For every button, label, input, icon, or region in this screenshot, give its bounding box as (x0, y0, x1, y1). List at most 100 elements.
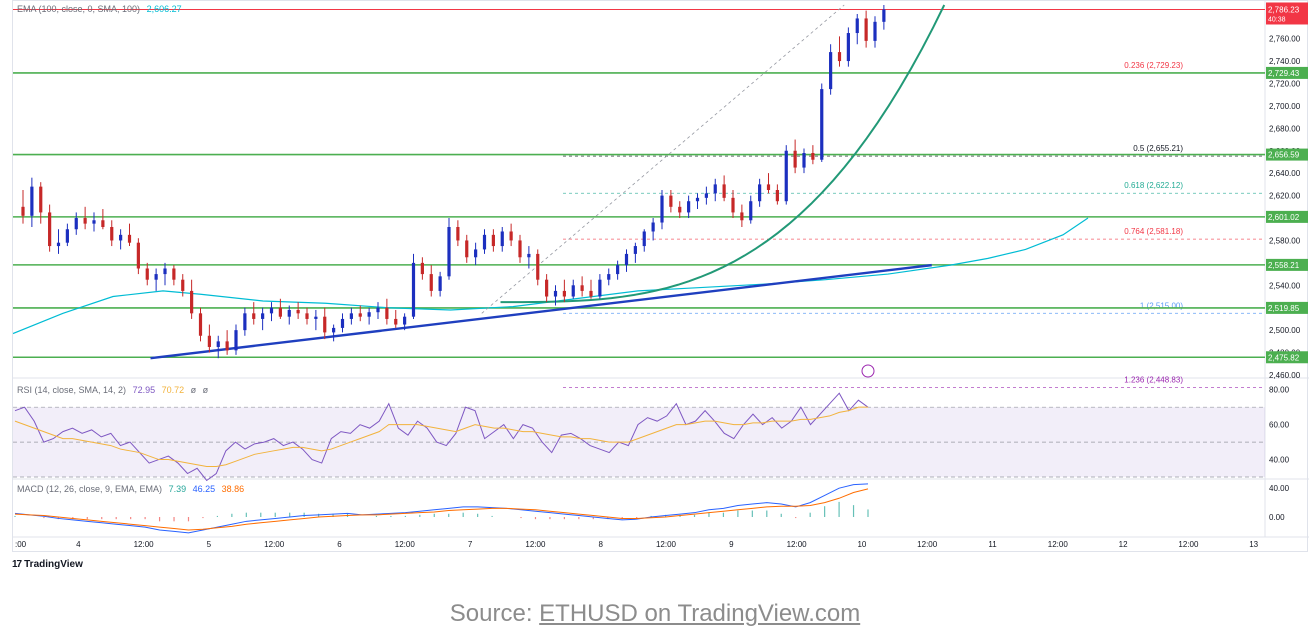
candle-body (48, 212, 52, 247)
time-axis-label: 7 (468, 540, 473, 549)
candle-body (110, 227, 114, 241)
price-tick-label: 2,500.00 (1269, 326, 1301, 335)
candle-body (580, 285, 584, 291)
candle-body (376, 307, 380, 313)
rsi-legend: RSI (14, close, SMA, 14, 2) 72.95 70.72 … (17, 385, 212, 395)
candle-body (385, 307, 389, 319)
support-level-value: 2,558.21 (1268, 261, 1300, 270)
time-axis-label: 8 (598, 540, 603, 549)
candle-body (536, 253, 540, 280)
candle-body (758, 184, 762, 202)
candle-body (30, 186, 34, 216)
rsi-line (14, 392, 869, 482)
candle-body (154, 274, 158, 280)
candle-body (749, 201, 753, 221)
support-level-badge (1266, 66, 1308, 79)
candle-body (287, 309, 291, 317)
macd-tick-label: 40.00 (1269, 484, 1290, 493)
time-axis-label: 11 (988, 540, 997, 549)
candle-body (65, 229, 69, 243)
chart-frame[interactable]: 2,760.00 2,740.00 2,720.00 2,700.00 2,680.00… (12, 0, 1309, 553)
candle-body (518, 240, 522, 258)
chart-svg[interactable]: 2,760.00 2,740.00 2,720.00 2,700.00 2,680.00… (13, 1, 1309, 553)
candle-body (172, 268, 176, 280)
candle-body (349, 313, 353, 319)
macd-signal-line (14, 488, 869, 531)
ema-line (13, 217, 1089, 335)
candle-body (411, 262, 416, 317)
candle-body (589, 290, 593, 297)
candle-body (394, 318, 398, 325)
candle-body (243, 313, 247, 331)
candle-body (234, 330, 238, 351)
support-level-value: 2,475.82 (1268, 353, 1300, 362)
time-axis-label: 12:00 (395, 540, 416, 549)
candle-body (855, 18, 859, 34)
candle-body (766, 184, 771, 190)
candle-body (420, 262, 424, 275)
candle-body (704, 193, 708, 198)
time-axis-label: 12:00 (787, 540, 808, 549)
candle-body (482, 234, 487, 250)
support-level-badge (1266, 148, 1308, 161)
price-tick-label: 2,700.00 (1269, 102, 1301, 111)
candle-body (429, 274, 433, 291)
candle-body (633, 246, 637, 254)
candle-body (92, 220, 96, 224)
candle-body (21, 206, 25, 216)
rsi-ma-line (14, 406, 868, 468)
candle-body (695, 197, 700, 202)
time-axis-label: 12:00 (1048, 540, 1069, 549)
candle-body (136, 242, 140, 269)
candle-body (314, 316, 318, 319)
candle-body (358, 313, 362, 317)
fib-anchor-line (481, 4, 845, 314)
candle-body (261, 313, 265, 319)
macd-line (14, 483, 869, 534)
rsi-tick-label: 60.00 (1269, 421, 1290, 430)
candle-body (811, 153, 815, 160)
candle-body (225, 341, 229, 351)
rsi-legend-value2: 70.72 (161, 385, 185, 395)
rsi-legend-value1: 72.95 (132, 385, 156, 395)
fib-level-label: 0.764 (2,581.18) (1124, 227, 1183, 236)
candle-body (598, 279, 602, 297)
candle-body (651, 222, 655, 232)
time-axis-label: 12:00 (525, 540, 546, 549)
macd-legend: MACD (12, 26, close, 9, EMA, EMA) 7.39 4… (17, 484, 248, 494)
candle-body (216, 341, 220, 347)
price-tick-label: 2,540.00 (1269, 281, 1301, 290)
tradingview-logo-text: TradingView (24, 559, 83, 570)
candle-body (571, 285, 575, 297)
candle-body (624, 253, 629, 266)
price-tick-label: 2,460.00 (1269, 371, 1301, 380)
candle-body (438, 276, 442, 291)
alert-icon (861, 364, 875, 378)
price-tick-label: 2,640.00 (1269, 169, 1301, 178)
candle-body (456, 227, 460, 241)
source-link[interactable]: ETHUSD on TradingView.com (539, 600, 861, 627)
candle-body (101, 220, 105, 227)
ascending-trendline (150, 263, 932, 360)
candle-body (491, 234, 495, 247)
candle-body (545, 279, 549, 297)
time-axis-label: :00 (15, 540, 27, 549)
candle-body (252, 313, 256, 319)
ema-legend-label: EMA (100, close, 0, SMA, 100) (17, 4, 141, 14)
rsi-legend-label: RSI (14, close, SMA, 14, 2) (17, 385, 127, 395)
price-tick-label: 2,720.00 (1269, 79, 1301, 88)
candle-body (802, 153, 806, 168)
candle-body (616, 265, 620, 275)
price-tick-label: 2,740.00 (1269, 57, 1301, 66)
current-price-value: 2,786.23 (1268, 5, 1300, 14)
candle-body (553, 290, 558, 297)
candle-body (39, 186, 43, 213)
tradingview-logo[interactable]: 17 TradingView (12, 559, 83, 570)
candle-body (56, 242, 61, 247)
price-tick-label: 2,620.00 (1269, 192, 1301, 201)
time-axis-label: 12:00 (264, 540, 285, 549)
tradingview-logo-icon: 17 (12, 559, 22, 570)
candle-body (784, 150, 788, 202)
current-price-countdown: 40:38 (1268, 16, 1286, 23)
parabolic-curve (500, 4, 946, 304)
